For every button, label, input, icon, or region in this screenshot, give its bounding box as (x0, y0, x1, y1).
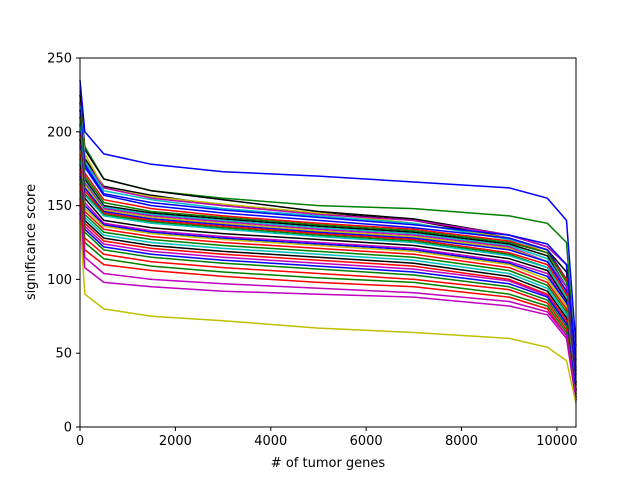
x-tick-label: 8000 (445, 434, 478, 449)
series-line-31 (79, 178, 577, 400)
y-tick-label: 100 (47, 273, 72, 288)
series-line-16 (79, 131, 577, 383)
x-axis: 0 2000 4000 6000 8000 10000 (76, 427, 578, 449)
x-tick-label: 6000 (350, 434, 383, 449)
series-line-30 (79, 176, 577, 392)
series-line-10 (79, 116, 577, 383)
series-line-35 (79, 205, 577, 401)
series-line-1 (79, 80, 577, 346)
series-line-6 (79, 102, 577, 376)
series-line-14 (79, 131, 577, 392)
series-line-34 (79, 198, 577, 401)
x-tick-label: 2000 (159, 434, 192, 449)
series-line-24 (79, 153, 577, 398)
series-line-11 (79, 116, 577, 386)
series-line-25 (79, 158, 577, 398)
series-line-19 (79, 139, 577, 395)
series-line-27 (79, 164, 577, 398)
series-line-36 (79, 212, 577, 401)
series-line-9 (79, 109, 577, 371)
series-line-33 (79, 190, 577, 401)
series-layer (79, 80, 577, 404)
y-tick-label: 0 (64, 421, 72, 436)
y-tick-label: 250 (47, 52, 72, 67)
series-line-12 (79, 124, 577, 391)
y-tick-label: 150 (47, 199, 72, 214)
series-line-21 (79, 143, 577, 395)
x-tick-label: 10000 (536, 434, 577, 449)
series-line-23 (79, 149, 577, 395)
series-line-20 (79, 139, 577, 395)
x-axis-label: # of tumor genes (271, 456, 386, 471)
series-line-13 (79, 124, 577, 392)
series-line-37 (79, 220, 577, 404)
series-line-17 (79, 134, 577, 391)
y-axis: 0 50 100 150 200 250 (47, 52, 80, 436)
series-line-28 (79, 168, 577, 398)
x-tick-label: 0 (76, 434, 84, 449)
x-tick-label: 4000 (254, 434, 287, 449)
series-line-22 (79, 146, 577, 389)
series-line-8 (79, 109, 577, 361)
series-line-32 (79, 183, 577, 401)
y-tick-label: 200 (47, 125, 72, 140)
plot-frame (79, 57, 577, 428)
y-tick-label: 50 (55, 347, 72, 362)
series-line-26 (79, 161, 577, 398)
y-axis-label: significance score (24, 184, 39, 300)
